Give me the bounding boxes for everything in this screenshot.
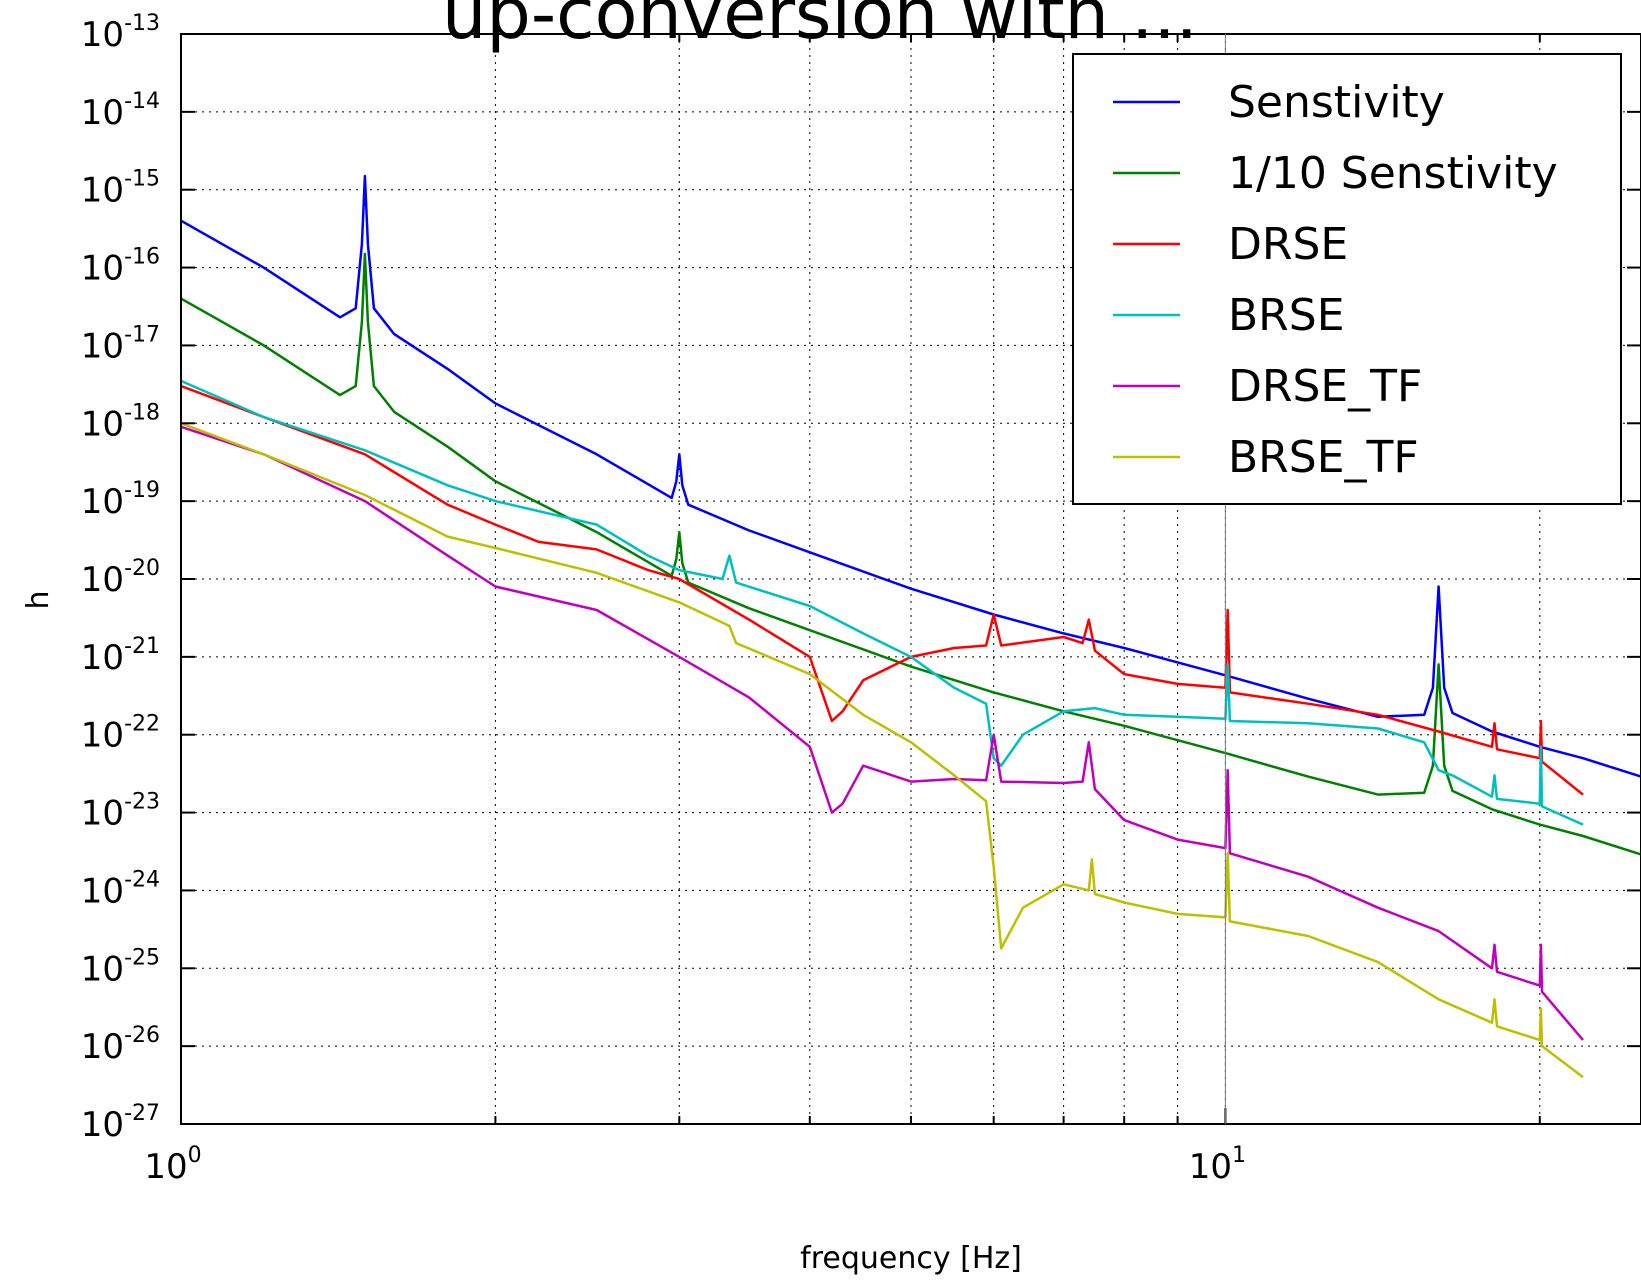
y-tick-base: 10 xyxy=(81,482,124,522)
y-tick-exponent: -14 xyxy=(124,89,160,114)
x-tick-label: 101 xyxy=(1189,1143,1246,1187)
y-tick-base: 10 xyxy=(81,404,124,444)
legend-label: DRSE xyxy=(1228,219,1348,270)
y-tick-label: 10-25 xyxy=(81,945,160,989)
legend-label: DRSE_TF xyxy=(1228,361,1422,412)
y-tick-exponent: -23 xyxy=(124,790,160,815)
y-tick-exponent: -27 xyxy=(124,1101,160,1126)
y-tick-base: 10 xyxy=(81,1027,124,1067)
y-tick-base: 10 xyxy=(81,871,124,911)
x-tick-base: 10 xyxy=(1189,1147,1232,1187)
y-tick-exponent: -16 xyxy=(124,245,160,270)
y-tick-exponent: -24 xyxy=(124,867,160,892)
y-tick-label: 10-17 xyxy=(81,322,160,366)
legend-label: BRSE_TF xyxy=(1228,432,1419,483)
series-line-1-10-senstivity xyxy=(181,252,1641,856)
y-tick-label: 10-14 xyxy=(81,89,160,133)
x-axis-label: frequency [Hz] xyxy=(800,1241,1022,1276)
series-line-brse xyxy=(181,379,1584,826)
y-tick-label: 10-21 xyxy=(81,634,160,678)
series-line-drse-tf xyxy=(181,425,1584,1041)
legend-label: BRSE xyxy=(1228,290,1345,341)
y-tick-exponent: -26 xyxy=(124,1023,160,1048)
y-tick-exponent: -21 xyxy=(124,634,160,659)
y-axis-label: h xyxy=(21,590,56,609)
y-tick-base: 10 xyxy=(81,93,124,133)
series-layer xyxy=(181,174,1641,1079)
legend: Senstivity 1/10 Senstivity DRSE BRSE DRSE_TF… xyxy=(1072,53,1622,505)
x-tick-exponent: 0 xyxy=(188,1143,202,1168)
y-tick-label: 10-19 xyxy=(81,478,160,522)
y-tick-base: 10 xyxy=(81,326,124,366)
y-tick-base: 10 xyxy=(81,171,124,211)
y-tick-base: 10 xyxy=(81,560,124,600)
y-tick-exponent: -13 xyxy=(124,11,160,36)
y-tick-base: 10 xyxy=(81,638,124,678)
chart-title: up-conversion with ... xyxy=(442,0,1198,55)
y-tick-label: 10-18 xyxy=(81,400,160,444)
y-tick-exponent: -18 xyxy=(124,400,160,425)
series-line-senstivity xyxy=(181,174,1641,778)
y-tick-label: 10-26 xyxy=(81,1023,160,1067)
x-tick-base: 10 xyxy=(144,1147,187,1187)
legend-box xyxy=(1072,53,1622,505)
y-tick-exponent: -25 xyxy=(124,945,160,970)
y-tick-label: 10-13 xyxy=(81,11,160,55)
y-tick-exponent: -20 xyxy=(124,556,160,581)
x-tick-exponent: 1 xyxy=(1232,1143,1246,1168)
y-tick-exponent: -19 xyxy=(124,478,160,503)
y-tick-label: 10-22 xyxy=(81,712,160,756)
y-tick-label: 10-20 xyxy=(81,556,160,600)
y-tick-label: 10-16 xyxy=(81,245,160,289)
series-line-drse xyxy=(181,384,1584,796)
y-tick-label: 10-15 xyxy=(81,167,160,211)
y-axis-ticks: 10-1310-1410-1510-1610-1710-1810-1910-20… xyxy=(81,11,1641,1145)
y-tick-base: 10 xyxy=(81,249,124,289)
y-tick-base: 10 xyxy=(81,716,124,756)
y-tick-base: 10 xyxy=(81,15,124,55)
y-tick-base: 10 xyxy=(81,1105,124,1145)
y-tick-label: 10-27 xyxy=(81,1101,160,1145)
legend-label: 1/10 Senstivity xyxy=(1228,148,1558,199)
x-axis-ticks: 100 101 xyxy=(144,34,1541,1187)
series-line-brse-tf xyxy=(181,422,1584,1079)
y-tick-base: 10 xyxy=(81,794,124,834)
y-tick-exponent: -22 xyxy=(124,712,160,737)
y-tick-exponent: -17 xyxy=(124,322,160,347)
y-tick-base: 10 xyxy=(81,949,124,989)
y-tick-exponent: -15 xyxy=(124,167,160,192)
legend-label: Senstivity xyxy=(1228,77,1445,128)
y-tick-label: 10-23 xyxy=(81,790,160,834)
x-tick-label: 100 xyxy=(144,1143,201,1187)
y-tick-label: 10-24 xyxy=(81,867,160,911)
